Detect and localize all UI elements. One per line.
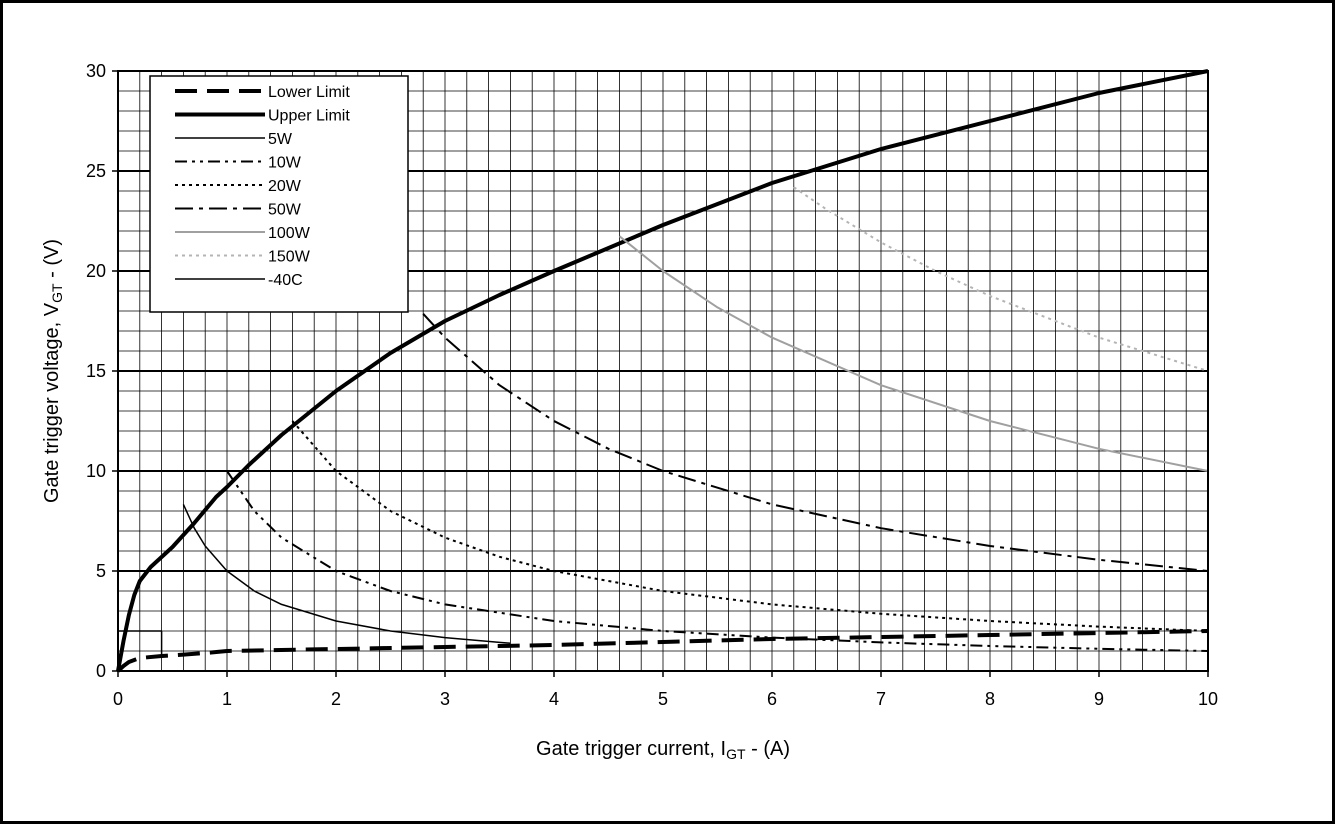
series-line-lower-limit: [116, 629, 1209, 673]
legend-label-20w: 20W: [268, 178, 302, 195]
x-tick-label: 1: [222, 689, 232, 709]
y-tick-label: 10: [86, 461, 106, 481]
y-tick-label: 15: [86, 361, 106, 381]
series-line-100w: [618, 235, 1209, 472]
x-tick-label: 8: [985, 689, 995, 709]
legend-label-upper-limit: Upper Limit: [268, 108, 350, 125]
x-tick-label: 10: [1198, 689, 1218, 709]
x-tick-label: 0: [113, 689, 123, 709]
y-tick-label: 30: [86, 61, 106, 81]
series-line-40c: [118, 630, 163, 658]
legend-label-40c: -40C: [268, 272, 303, 289]
y-tick-label: 5: [96, 561, 106, 581]
series-line-50w: [422, 313, 1209, 572]
x-tick-label: 9: [1094, 689, 1104, 709]
x-tick-label: 7: [876, 689, 886, 709]
x-tick-label: 6: [767, 689, 777, 709]
x-tick-label: 5: [658, 689, 668, 709]
y-axis-title: Gate trigger voltage, VGT - (V): [41, 239, 65, 503]
x-tick-label: 2: [331, 689, 341, 709]
x-axis-title: Gate trigger current, IGT - (A): [536, 738, 790, 762]
series-line-10w: [226, 470, 1209, 652]
legend-label-10w: 10W: [268, 155, 302, 172]
legend-label-150w: 150W: [268, 249, 311, 266]
tick-labels: 0 1 2 3 4 5 6 7 8 9 10 0 5 10 15 20 25 30: [86, 61, 1218, 709]
series-line-upper-limit: [116, 69, 1209, 672]
x-tick-label: 3: [440, 689, 450, 709]
legend-label-5w: 5W: [268, 131, 293, 148]
y-tick-label: 0: [96, 661, 106, 681]
legend: Lower Limit Upper Limit 5W 10W 20W 50W 100W 150…: [149, 75, 409, 313]
series-layer: [116, 69, 1209, 673]
series-line-150w: [793, 186, 1209, 372]
legend-label-lower-limit: Lower Limit: [268, 84, 350, 101]
legend-label-100w: 100W: [268, 225, 311, 242]
x-tick-label: 4: [549, 689, 559, 709]
series-line-20w: [291, 420, 1209, 632]
legend-label-50w: 50W: [268, 202, 302, 219]
y-tick-label: 20: [86, 261, 106, 281]
series-line-5w: [182, 504, 511, 644]
y-tick-label: 25: [86, 161, 106, 181]
